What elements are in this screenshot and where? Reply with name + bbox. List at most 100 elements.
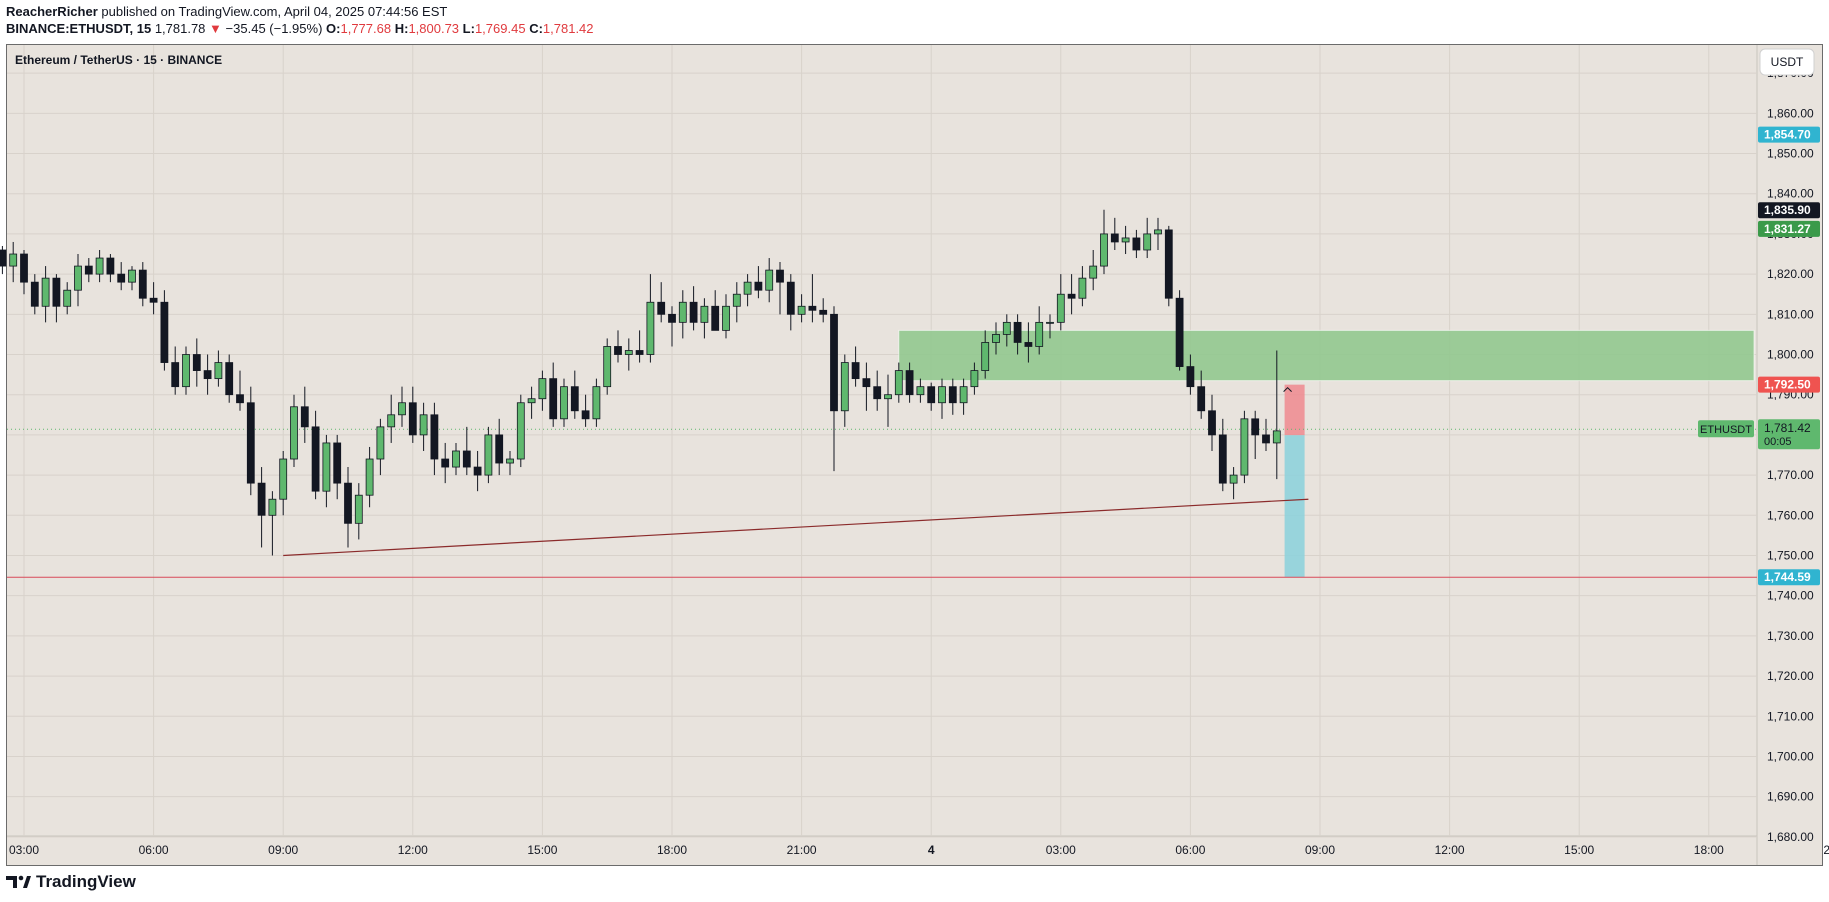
candle[interactable] — [182, 346, 190, 395]
candle[interactable] — [635, 330, 644, 363]
candle[interactable] — [1143, 217, 1152, 259]
candle[interactable] — [560, 378, 568, 427]
candle[interactable] — [1035, 306, 1044, 355]
candle[interactable] — [614, 330, 622, 363]
price-chart[interactable]: 1,680.00 1,690.00 1,700.00 1,710.00 1,720.00… — [0, 0, 1829, 870]
candle[interactable] — [581, 394, 590, 427]
candle[interactable] — [1251, 410, 1260, 460]
price-label[interactable]: 1,744.59 — [1758, 569, 1820, 586]
candle[interactable] — [41, 266, 50, 323]
candle[interactable] — [1208, 394, 1216, 451]
price-axis[interactable]: 1,680.00 1,690.00 1,700.00 1,710.00 1,720.00… — [1698, 66, 1820, 844]
candle[interactable] — [387, 394, 396, 443]
candle[interactable] — [549, 362, 558, 427]
candle[interactable] — [354, 483, 363, 540]
candle[interactable] — [495, 418, 504, 476]
candle[interactable] — [225, 354, 234, 403]
candle[interactable] — [830, 306, 838, 472]
candle[interactable] — [884, 374, 892, 427]
candle[interactable] — [311, 410, 320, 500]
candle[interactable] — [1262, 418, 1270, 451]
candle[interactable] — [1240, 410, 1249, 484]
candle[interactable] — [452, 442, 460, 476]
candle[interactable] — [408, 386, 417, 443]
candle[interactable] — [365, 446, 374, 508]
candle[interactable] — [106, 254, 115, 283]
candle[interactable] — [322, 434, 331, 508]
candle[interactable] — [992, 322, 1000, 355]
candle[interactable] — [905, 362, 914, 403]
candle[interactable] — [678, 290, 687, 339]
candle[interactable] — [819, 298, 828, 323]
stop-loss-zone[interactable] — [1284, 384, 1305, 436]
candle[interactable] — [765, 258, 774, 303]
candle[interactable] — [419, 402, 428, 451]
candle[interactable] — [1046, 314, 1054, 339]
candle[interactable] — [786, 274, 795, 331]
candle[interactable] — [840, 354, 849, 427]
candle[interactable] — [668, 306, 676, 347]
candle[interactable] — [689, 286, 698, 331]
overlay-layer[interactable] — [7, 386, 1757, 578]
candle[interactable] — [1132, 229, 1141, 259]
candle[interactable] — [894, 362, 903, 403]
candle[interactable] — [268, 491, 277, 556]
candle[interactable] — [1272, 350, 1281, 480]
candle[interactable] — [506, 450, 514, 476]
candle[interactable] — [30, 274, 39, 315]
candle[interactable] — [603, 338, 612, 395]
candle[interactable] — [1175, 290, 1184, 371]
candle[interactable] — [246, 386, 255, 496]
candle[interactable] — [1024, 322, 1033, 363]
candle[interactable] — [430, 402, 439, 476]
candle[interactable] — [74, 254, 82, 307]
candle[interactable] — [20, 250, 28, 295]
candle[interactable] — [1067, 274, 1076, 315]
currency-button-bg[interactable] — [1759, 48, 1815, 76]
candle[interactable] — [290, 394, 298, 468]
candle[interactable] — [948, 378, 957, 415]
candle[interactable] — [722, 294, 730, 339]
candle[interactable] — [732, 282, 741, 323]
candle[interactable] — [9, 241, 18, 283]
candle[interactable] — [149, 282, 158, 315]
candle[interactable] — [981, 330, 990, 379]
candle[interactable] — [873, 370, 882, 411]
price-label[interactable]: 1,792.50 — [1758, 376, 1820, 393]
candle[interactable] — [808, 274, 817, 323]
currency-button[interactable]: USDT — [1771, 55, 1804, 69]
price-label[interactable]: 1,831.27 — [1758, 220, 1820, 237]
candle[interactable] — [1110, 217, 1119, 250]
candle[interactable] — [927, 382, 936, 411]
candle[interactable] — [1056, 274, 1065, 331]
candle[interactable] — [959, 378, 968, 415]
candle[interactable] — [236, 370, 244, 411]
candle[interactable] — [527, 386, 536, 419]
candle[interactable] — [257, 467, 266, 548]
candle[interactable] — [754, 266, 763, 299]
candle[interactable] — [1013, 314, 1022, 355]
candle[interactable] — [516, 394, 525, 468]
support-trendline[interactable] — [283, 498, 1309, 557]
candle[interactable] — [52, 274, 61, 323]
candle[interactable] — [862, 362, 871, 411]
candle[interactable] — [279, 450, 288, 516]
candle[interactable] — [160, 290, 169, 371]
candle[interactable] — [570, 370, 579, 419]
author-name[interactable]: ReacherRicher — [6, 4, 98, 19]
candle[interactable] — [797, 294, 806, 323]
candle[interactable] — [743, 274, 752, 307]
candle[interactable] — [0, 245, 7, 275]
demand-zone-rectangle[interactable] — [898, 329, 1755, 382]
candle[interactable] — [646, 274, 655, 363]
candle[interactable] — [1218, 418, 1227, 492]
candle[interactable] — [441, 442, 450, 484]
candle[interactable] — [1089, 250, 1098, 291]
candle[interactable] — [462, 426, 471, 476]
candle[interactable] — [624, 338, 633, 371]
price-label[interactable]: 1,835.90 — [1758, 202, 1820, 219]
candle[interactable] — [1002, 314, 1011, 347]
candle[interactable] — [333, 434, 342, 500]
candle[interactable] — [344, 467, 352, 548]
candle[interactable] — [1100, 209, 1108, 275]
